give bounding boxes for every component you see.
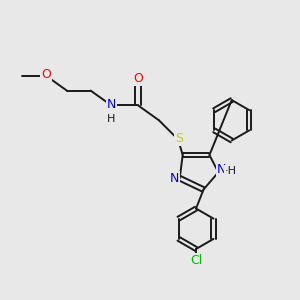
Text: N: N bbox=[107, 98, 116, 111]
Text: ·H: ·H bbox=[225, 166, 237, 176]
Text: O: O bbox=[41, 68, 51, 81]
Text: H: H bbox=[107, 114, 116, 124]
Text: N: N bbox=[217, 164, 226, 176]
Text: N: N bbox=[170, 172, 179, 185]
Text: Cl: Cl bbox=[190, 254, 202, 267]
Text: S: S bbox=[175, 132, 183, 145]
Text: O: O bbox=[133, 72, 143, 85]
